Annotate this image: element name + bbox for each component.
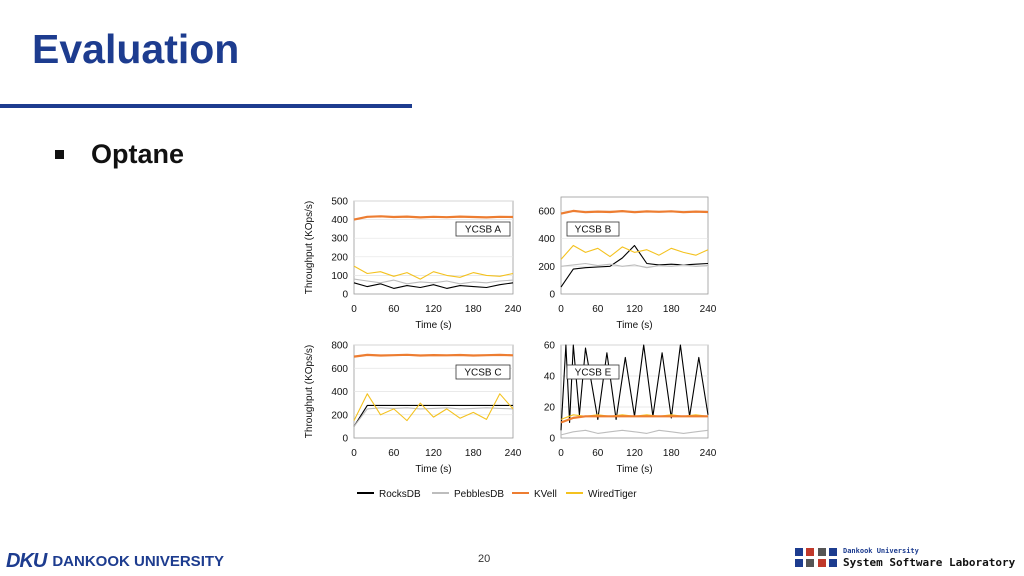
x-tick-label: 60 [388,448,400,459]
y-tick-label: 0 [342,290,348,301]
university-name: DANKOOK UNIVERSITY [52,552,225,570]
workload-label: YCSB B [575,225,612,236]
y-tick-label: 400 [538,234,555,245]
series-line-rocksdb [353,282,514,289]
series-line-rocksdb [560,344,709,431]
legend-label: RocksDB [379,489,421,500]
series-line-wiredtiger [353,393,514,422]
y-tick-label: 800 [331,341,348,352]
chart-panel-2: 0 200 400 600 0 60 120 180 240 Time (s) YCSB B [538,196,717,331]
x-tick-label: 240 [700,304,717,315]
x-tick-label: 120 [425,448,442,459]
lab-logo-icon-2 [818,548,838,568]
series-line-kvell [353,215,514,221]
x-tick-label: 180 [663,448,680,459]
y-tick-label: 60 [544,341,556,352]
plot-area [560,344,709,439]
workload-label-box [455,364,511,380]
y-tick-label: 0 [549,290,555,301]
y-tick-label: 400 [331,387,348,398]
workload-label: YCSB E [575,368,612,379]
x-tick-label: 60 [592,304,604,315]
lab-university: Dankook University [843,547,919,555]
y-tick-label: 200 [331,252,348,263]
plot-area [353,200,514,295]
university-logo: DKU DANKOOK UNIVERSITY [6,550,224,572]
y-tick-label: 500 [331,197,348,208]
workload-label-box [566,364,620,380]
x-tick-label: 0 [558,448,564,459]
x-axis-label: Time (s) [415,320,451,331]
x-axis-label: Time (s) [616,464,652,475]
x-tick-label: 180 [465,448,482,459]
workload-label-box [566,221,620,237]
bullet-text: Optane [91,139,185,169]
x-tick-label: 120 [626,304,643,315]
chart-panel-1: 0 100 200 300 400 500 0 60 120 180 240 Time (s) Thro… [304,197,522,332]
x-tick-label: 240 [505,304,522,315]
lab-name: System Software Laboratory [843,556,1016,569]
x-tick-label: 60 [592,448,604,459]
x-tick-label: 120 [626,448,643,459]
y-axis-label: Throughput (KOps/s) [304,201,315,294]
y-tick-label: 300 [331,234,348,245]
series-line-kvell [560,209,709,215]
y-tick-label: 600 [331,364,348,375]
x-tick-label: 60 [388,304,400,315]
y-tick-label: 0 [549,434,555,445]
x-tick-label: 180 [465,304,482,315]
slide-title: Evaluation [32,26,240,72]
series-line-pebblesdb [353,407,514,427]
legend-label: KVell [534,489,557,500]
series-line-pebblesdb [560,262,709,269]
bullet-square-icon [55,150,64,159]
workload-label: YCSB A [465,225,501,236]
y-tick-label: 100 [331,271,348,282]
y-tick-label: 200 [538,262,555,273]
x-tick-label: 240 [700,448,717,459]
series-line-pebblesdb [560,429,709,436]
x-axis-label: Time (s) [616,320,652,331]
chart-panel-4: 0 20 40 60 0 60 120 180 240 Time (s) YCSB E [544,341,717,476]
x-tick-label: 240 [505,448,522,459]
x-axis-label: Time (s) [415,464,451,475]
legend-label: WiredTiger [588,489,637,500]
series-line-wiredtiger [560,244,709,260]
title-underline [0,104,412,108]
x-tick-label: 0 [351,304,357,315]
series-line-rocksdb [353,404,513,427]
dku-mark: DKU [6,549,47,572]
y-tick-label: 200 [331,410,348,421]
lab-logo-icon [795,548,815,568]
y-tick-label: 20 [544,403,556,414]
legend-label: PebblesDB [454,489,504,500]
y-axis-label: Throughput (KOps/s) [304,345,315,438]
workload-label-box [455,221,511,237]
x-tick-label: 0 [351,448,357,459]
y-tick-label: 0 [342,434,348,445]
series-line-kvell [560,415,708,424]
y-tick-label: 400 [331,215,348,226]
page-number: 20 [478,553,491,565]
chart-legend: RocksDB PebblesDB KVell WiredTiger [357,489,637,500]
x-tick-label: 120 [425,304,442,315]
y-tick-label: 40 [544,372,556,383]
series-line-kvell [353,353,514,358]
series-line-wiredtiger [353,265,514,280]
x-tick-label: 180 [663,304,680,315]
y-tick-label: 600 [538,206,555,217]
series-line-pebblesdb [353,278,514,285]
chart-panel-3: 0 200 400 600 800 0 60 120 180 240 Time (s) Through… [304,341,522,476]
workload-label: YCSB C [464,368,501,379]
x-tick-label: 0 [558,304,564,315]
